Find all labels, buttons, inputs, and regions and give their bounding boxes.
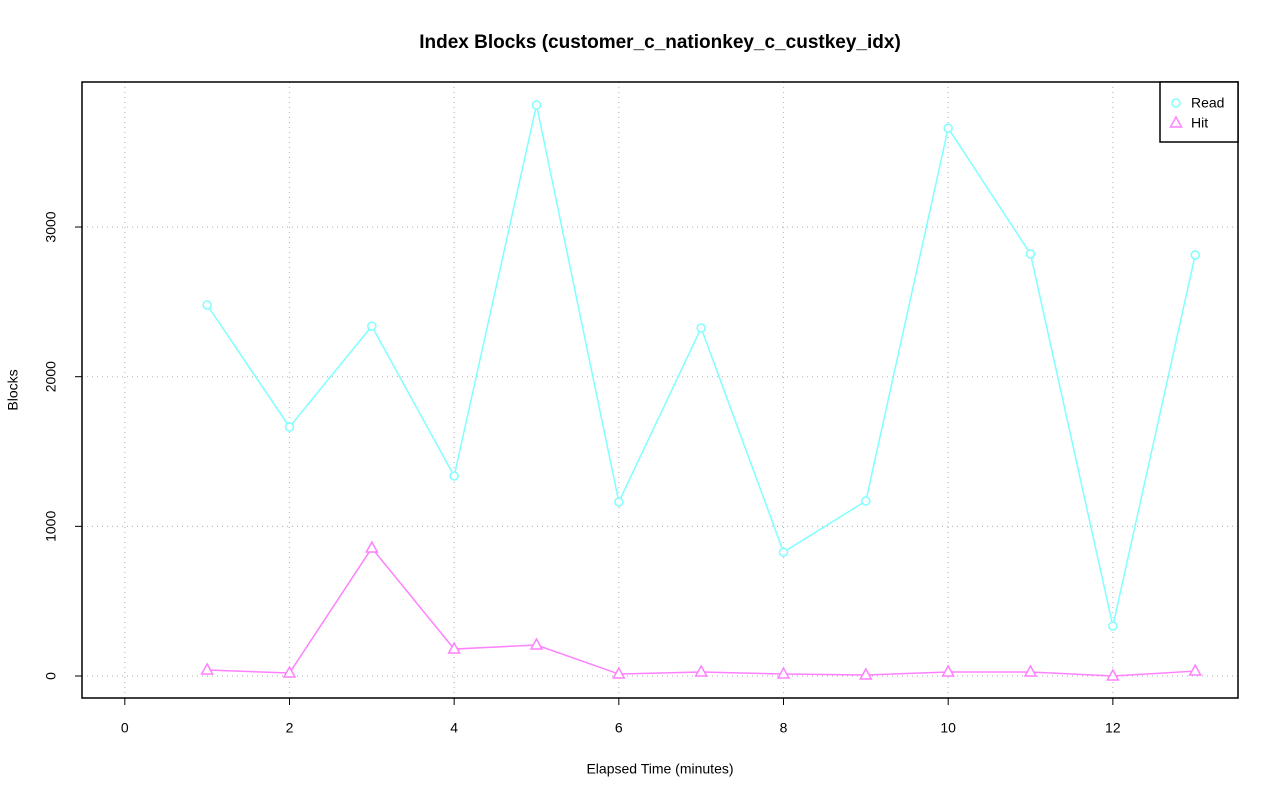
legend-marker [1171, 98, 1181, 108]
data-point [943, 123, 953, 133]
chart-title: Index Blocks (customer_c_nationkey_c_cus… [419, 32, 901, 53]
x-tick-label: 6 [615, 720, 623, 736]
data-point [1108, 621, 1118, 631]
plot-frame [81, 81, 1239, 699]
legend-label: Hit [1191, 115, 1208, 131]
y-tick-label: 3000 [43, 211, 59, 242]
data-point [367, 321, 377, 331]
y-axis-label: Blocks [5, 369, 21, 410]
data-point [1025, 249, 1036, 259]
data-point [612, 666, 626, 679]
legend-marker [1169, 115, 1183, 128]
y-tick-label: 1000 [43, 511, 59, 542]
x-tick-label: 2 [286, 720, 294, 736]
x-tick-label: 10 [940, 720, 956, 736]
data-point [200, 662, 214, 675]
data-point [529, 637, 544, 650]
data-point [1023, 664, 1038, 677]
data-point [694, 664, 708, 677]
data-point [696, 323, 706, 333]
data-point [531, 100, 542, 110]
data-point [282, 665, 297, 678]
data-point [284, 422, 295, 432]
x-tick-label: 4 [450, 720, 458, 736]
x-axis-label: Elapsed Time (minutes) [586, 761, 733, 777]
data-point [859, 667, 873, 680]
data-point [941, 664, 955, 677]
x-tick-label: 0 [121, 720, 129, 736]
y-tick-label: 2000 [43, 361, 59, 392]
data-point [778, 547, 789, 557]
data-point [776, 666, 791, 679]
data-point [1106, 668, 1120, 681]
legend-box [1159, 81, 1239, 143]
data-point [365, 540, 379, 553]
y-tick-label: 0 [43, 672, 59, 680]
data-point [614, 497, 624, 507]
series-line [206, 104, 1196, 627]
data-point [861, 496, 871, 506]
data-point [449, 471, 459, 481]
x-tick-label: 12 [1105, 720, 1121, 736]
x-tick-label: 8 [780, 720, 788, 736]
data-point [447, 641, 461, 654]
legend-label: Read [1191, 95, 1224, 111]
data-point [202, 300, 212, 310]
series-line [207, 546, 1196, 677]
data-point [1188, 663, 1202, 676]
data-point [1190, 250, 1200, 260]
